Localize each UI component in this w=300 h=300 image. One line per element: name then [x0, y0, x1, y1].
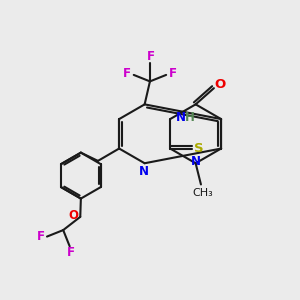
Text: O: O [68, 209, 78, 222]
Text: CH₃: CH₃ [192, 188, 213, 198]
Text: F: F [67, 246, 75, 259]
Text: S: S [194, 142, 203, 155]
Text: F: F [146, 50, 154, 63]
Text: O: O [215, 78, 226, 91]
Text: N: N [139, 165, 149, 178]
Text: F: F [123, 67, 131, 80]
Text: N: N [191, 155, 201, 168]
Text: F: F [169, 67, 177, 80]
Text: H: H [185, 111, 195, 124]
Text: F: F [37, 230, 44, 243]
Text: N: N [176, 111, 186, 124]
